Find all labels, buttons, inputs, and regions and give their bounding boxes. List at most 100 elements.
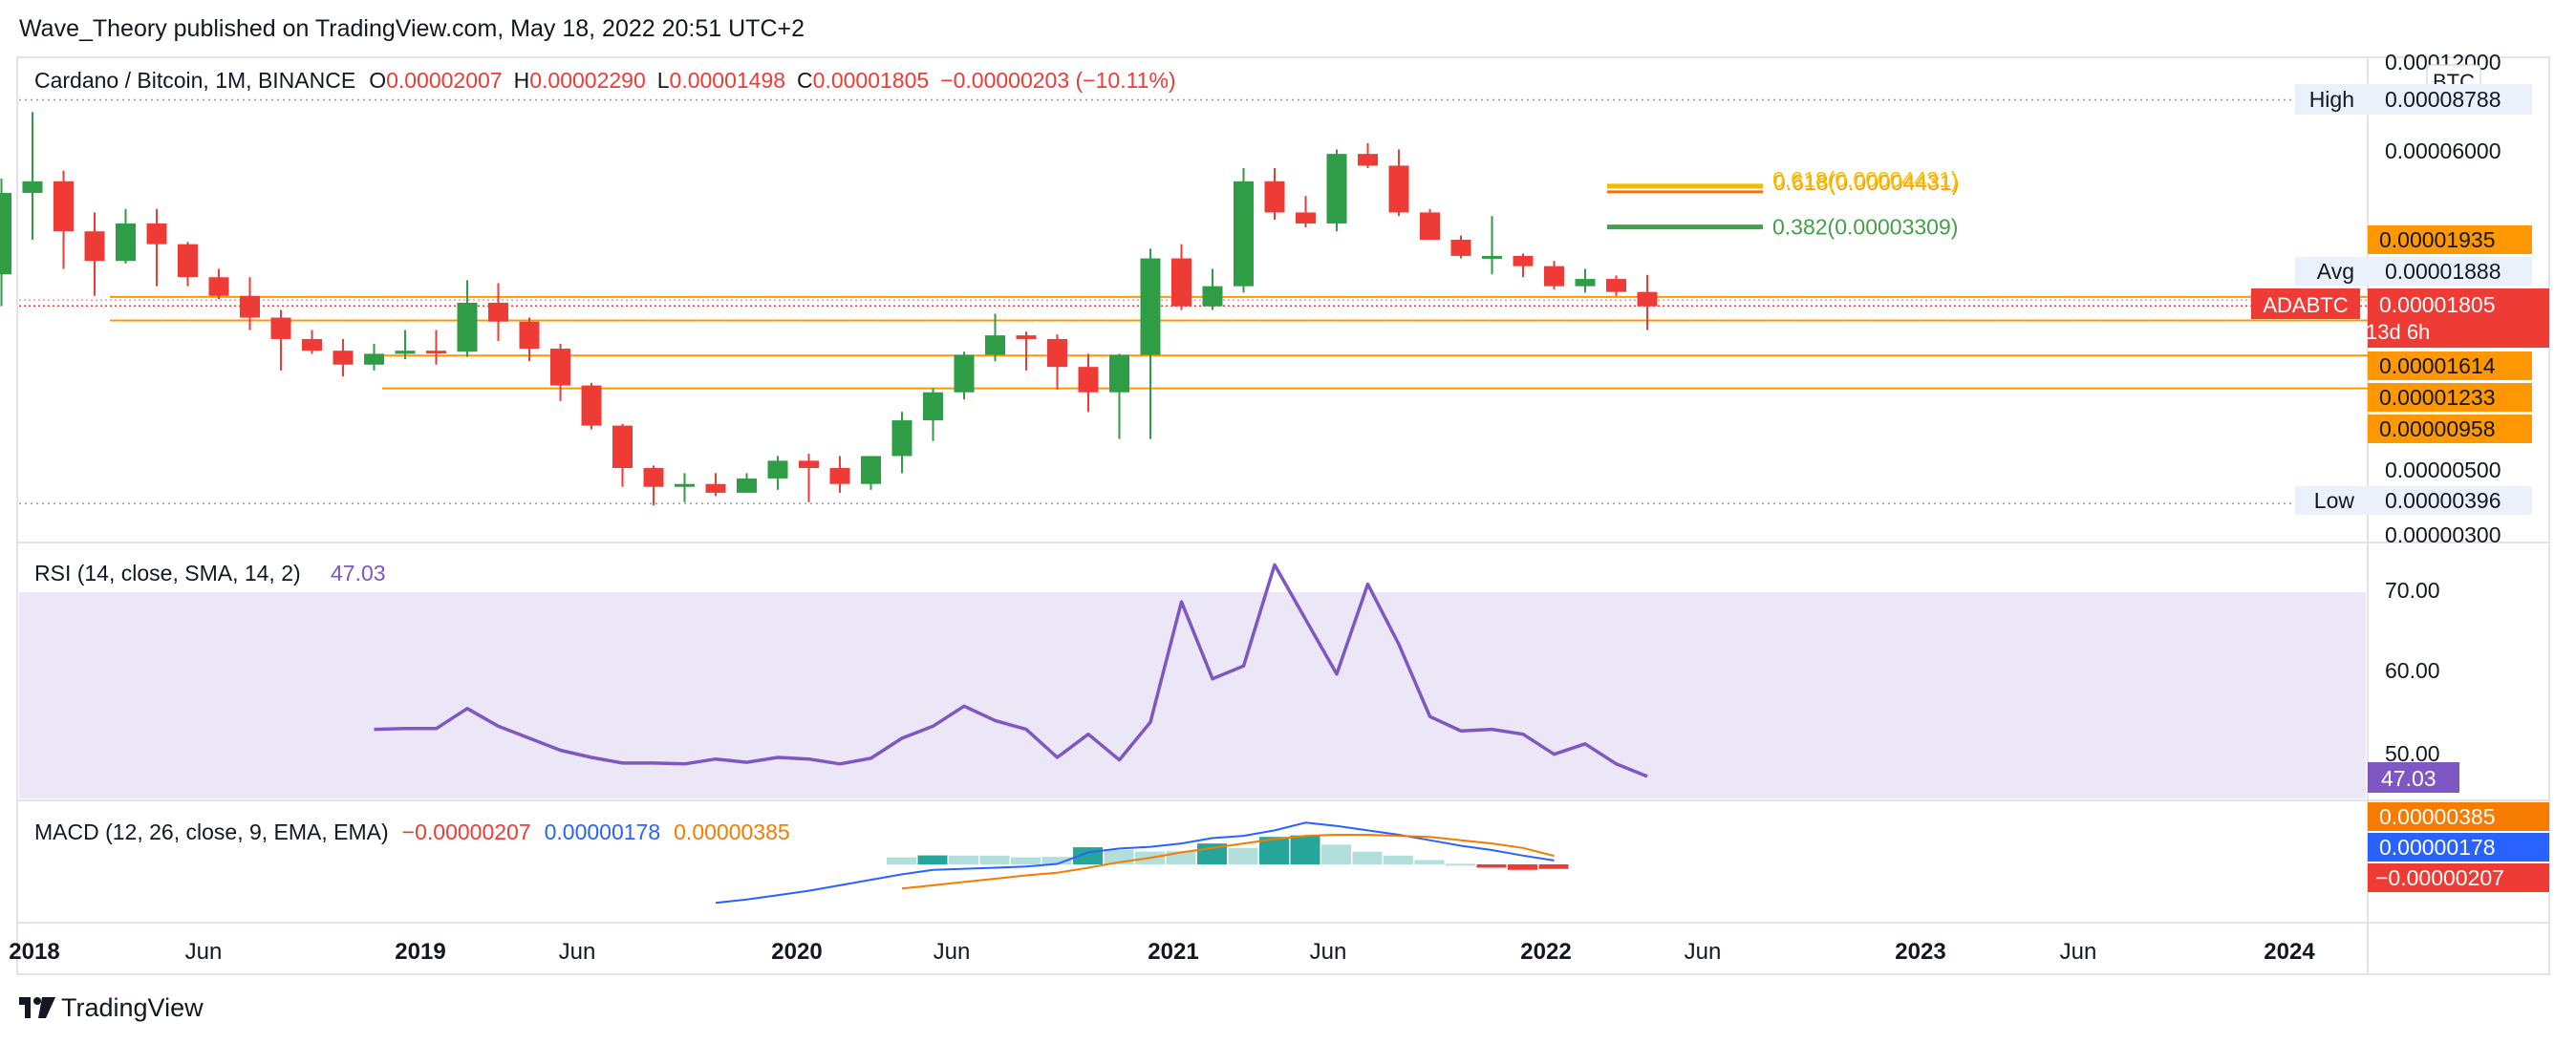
price-level-lines [19,98,2368,504]
candle-body [923,392,943,421]
avg-badge-bg [2295,257,2532,286]
legend-open-label: O [369,68,386,93]
tradingview-logo-icon [19,997,55,1018]
rsi-line[interactable] [374,563,1648,778]
candle-body [1482,255,1502,259]
candle-body [1326,154,1347,224]
time-axis[interactable]: 2018 Jun 2019 Jun 2020 Jun 2021 Jun 2022 Jun 2023 J… [9,939,2315,965]
candle-body [426,351,446,354]
macd-line[interactable] [715,821,1555,905]
macd-hist-bar [1384,855,1413,864]
macd-signal-badge [2368,802,2549,831]
level-badge-2-text: 0.00001614 [2379,353,2496,378]
time-label: 2019 [395,939,445,965]
published-caption: Wave_Theory published on TradingView.com… [19,15,805,42]
low-label: Low [2314,488,2355,513]
macd-hist-value: −0.00000207 [402,820,531,844]
macd-signal-line[interactable] [901,834,1555,890]
level-badge-4 [2368,415,2532,443]
macd-hist-bar [1321,844,1351,864]
time-label: Jun [1310,939,1347,965]
rsi-title[interactable]: RSI (14, close, SMA, 14, 2) [34,561,301,585]
macd-hist-bar [1476,864,1507,868]
time-label: 2021 [1148,939,1198,965]
candle-body [1140,258,1161,355]
candle-body [364,353,384,365]
macd-title: MACD (12, 26, close, 9, EMA, EMA) [34,820,389,844]
macd-value-badge-text: 0.00000178 [2379,835,2496,860]
symbol-legend: Cardano / Bitcoin, 1M, BINANCE O0.0000200… [34,68,1176,93]
macd-hist-bar [1508,864,1537,870]
legend-low-value: 0.00001498 [670,68,786,93]
price-tick-6: 0.00006000 [2385,138,2501,163]
candle-body [208,277,229,296]
legend-symbol[interactable]: Cardano / Bitcoin, 1M, BINANCE [34,68,355,93]
avg-value: 0.00001888 [2385,259,2501,284]
level-badge-1-text: 0.00001935 [2379,227,2496,252]
candle-body [84,231,105,262]
candlestick-series [0,112,1658,506]
last-price-badge-bg [2368,288,2549,348]
time-label: 2018 [9,939,59,965]
low-value: 0.00000396 [2385,488,2501,513]
last-price: 0.00001805 [2379,292,2496,317]
price-tick-03: 0.00000300 [2385,522,2501,547]
rsi-value-badge-text: 47.03 [2381,766,2436,791]
macd-hist-bar [1290,835,1320,864]
level-badge-2 [2368,351,2532,380]
candle-body [146,223,167,245]
legend-low-label: L [657,68,670,93]
candle-body [1109,354,1129,393]
candle-body [643,467,664,487]
candle-body [1078,367,1099,393]
price-tick-05: 0.00000500 [2385,458,2501,482]
candle-body [985,335,1005,355]
time-label: Jun [934,939,971,965]
rsi-tick-60: 60.00 [2385,658,2440,683]
candle-body [675,483,695,487]
legend-high-value: 0.00002290 [529,68,646,93]
fib-618-label: 0.618(0.00004431) [1772,167,1958,192]
symbol-badge-bg [2251,288,2360,319]
macd-hist-bar [1352,851,1383,864]
low-badge-bg [2295,486,2532,515]
macd-hist-bar [949,855,978,864]
candle-body [829,467,850,484]
candle-body [737,478,757,493]
time-label: Jun [185,939,223,965]
candle-body [1450,240,1471,256]
candle-body [1234,181,1254,287]
fibonacci-levels[interactable]: 0.618(0.00004431) 0.618(0.00004431) 0.38… [1607,167,1959,240]
rsi-tick-70: 70.00 [2385,578,2440,603]
candle-body [457,302,478,352]
macd-hist-bar [979,855,1010,864]
macd-value: 0.00000178 [545,820,661,844]
candle-body [116,223,136,262]
rsi-legend-value: 47.03 [331,561,386,585]
macd-legend[interactable]: MACD (12, 26, close, 9, EMA, EMA) −0.0000… [34,820,790,844]
candle-body [333,351,354,365]
candle-body [954,354,975,393]
candle-body [302,338,322,351]
candle-body [1264,181,1285,213]
candle-body [270,317,291,339]
candle-body [1358,154,1378,166]
bar-countdown: 13d 6h [2366,320,2430,344]
level-badge-1 [2368,225,2532,254]
legend-high-label: H [514,68,530,93]
candle-body [240,295,260,318]
time-label: 2023 [1895,939,1945,965]
rsi-tick-50: 50.00 [2385,741,2440,766]
level-badge-3-text: 0.00001233 [2379,385,2496,410]
macd-hist-bar [1446,863,1475,866]
candle-body [550,349,570,386]
candle-body [178,244,198,278]
price-axis[interactable]: 0.00012000 0.00006000 0.00000500 0.00000… [2251,50,2549,547]
legend-close-label: C [797,68,813,93]
candle-body [1544,266,1564,287]
candle-body [705,483,726,493]
rsi-band [19,592,2366,798]
candle-body [1420,212,1440,241]
candle-body [1637,291,1658,307]
